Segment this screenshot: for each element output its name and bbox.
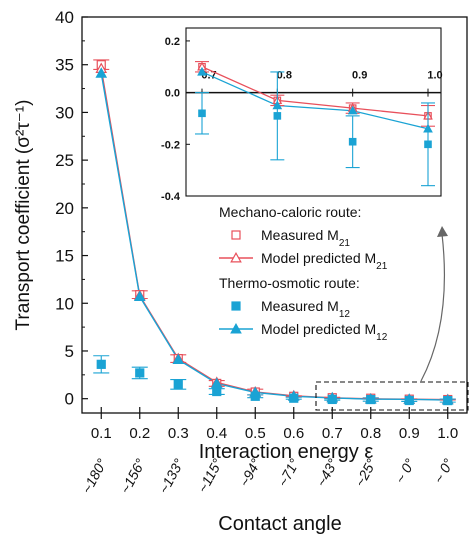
x2-axis-title: Contact angle	[218, 513, 341, 535]
inset-series-line-model-predicted-m21	[201, 66, 429, 117]
x-axis-title: Interaction energy ε	[199, 441, 374, 463]
contact-angle-label: ~133°	[155, 456, 187, 497]
contact-angle-label: ~156°	[117, 456, 149, 497]
y-tick-label: 40	[55, 8, 74, 27]
legend-marker	[230, 322, 242, 334]
point-model-predicted-m12	[172, 353, 185, 365]
x-tick-label: 0.6	[283, 425, 304, 442]
legend-entry-subscript: 12	[376, 332, 388, 343]
legend-entry-subscript: 21	[339, 238, 351, 249]
point-model-predicted-m12	[133, 290, 146, 302]
y-tick-label: 0	[65, 390, 74, 409]
y-tick-label: 25	[55, 151, 74, 170]
x-tick-label: 0.3	[168, 425, 189, 442]
inset-x-tick-label: 0.9	[352, 70, 367, 82]
inset-point-model-predicted-m12	[423, 123, 433, 133]
x-tick-label: 0.8	[360, 425, 381, 442]
y-tick-label: 15	[55, 247, 74, 266]
inset-point-model-predicted-m12	[347, 105, 358, 115]
point-measured-m12	[135, 368, 145, 378]
inset-point-measured-m12	[348, 137, 357, 146]
zoom-arrow-head	[437, 226, 448, 237]
legend: Mechano-caloric route:Measured M21Model …	[219, 204, 388, 343]
legend-marker	[231, 230, 241, 240]
point-model-predicted-m12	[210, 377, 223, 388]
y-tick-label: 20	[55, 199, 74, 218]
point-model-predicted-m12	[403, 393, 416, 404]
inset-point-measured-m12	[424, 140, 432, 149]
point-model-predicted-m12	[287, 390, 300, 401]
inset-x-tick-label: 0.8	[277, 70, 292, 82]
x-tick-label: 0.2	[129, 425, 150, 442]
contact-angle-label: ~ 0°	[392, 456, 418, 486]
point-measured-m12	[173, 379, 183, 389]
inset-y-tick-label: -0.2	[161, 139, 180, 151]
zoom-region-box	[315, 381, 469, 411]
point-model-predicted-m12	[95, 67, 108, 78]
legend-entry-label: Measured M12	[261, 298, 350, 320]
legend-marker	[231, 301, 241, 311]
annotations	[315, 226, 469, 411]
x-tick-label: 1.0	[437, 425, 458, 442]
x-tick-label: 0.9	[399, 425, 420, 442]
contact-angle-label: ~180°	[78, 456, 110, 497]
legend-entry-subscript: 12	[339, 309, 351, 320]
legend-entry-label: Measured M21	[261, 227, 350, 249]
legend-entry-label: Model predicted M12	[261, 321, 388, 343]
y-tick-label: 10	[55, 294, 74, 313]
legend-entry-subscript: 21	[376, 261, 388, 272]
inset-x-tick-label: 1.0	[427, 70, 442, 82]
x-tick-label: 0.1	[91, 425, 112, 442]
plot-frame	[81, 16, 468, 414]
inset-y-tick-label: 0.0	[165, 88, 180, 100]
inset-y-tick-label: 0.2	[165, 36, 180, 48]
legend-group-title: Mechano-caloric route:	[219, 204, 361, 220]
inset-point-measured-m12	[198, 109, 206, 118]
point-model-predicted-m12	[326, 391, 339, 403]
y-tick-label: 5	[65, 342, 74, 361]
inset-y-tick-label: -0.4	[161, 191, 181, 203]
x-tick-label: 0.5	[245, 425, 266, 442]
contact-angle-label: ~ 0°	[430, 456, 456, 486]
legend-marker	[230, 251, 242, 263]
legend-entry-label: Model predicted M21	[261, 250, 388, 272]
point-measured-m12	[96, 359, 106, 369]
axis-labels: Transport coefficient (σ²τ⁻¹) Interaction…	[13, 100, 373, 535]
point-model-predicted-m12	[249, 386, 262, 397]
series-line-model-predicted-m12	[100, 73, 448, 401]
point-model-predicted-m12	[441, 393, 454, 405]
legend-group-title: Thermo-osmotic route:	[219, 275, 360, 291]
point-model-predicted-m12	[364, 393, 377, 404]
y-tick-label: 35	[55, 56, 74, 75]
y-axis-title: Transport coefficient (σ²τ⁻¹)	[13, 100, 34, 331]
inset-point-model-predicted-m12	[272, 100, 283, 110]
y-tick-label: 30	[55, 103, 74, 122]
point-measured-m12	[212, 386, 222, 397]
inset-frame	[185, 27, 442, 197]
inset-point-model-predicted-m12	[197, 66, 207, 76]
inset-plot: 0.20.0-0.2-0.40.7 0.8 0.9 1.0	[161, 27, 443, 203]
x-tick-label: 0.7	[322, 425, 343, 442]
inset-series-line-model-predicted-m12	[201, 71, 429, 130]
zoom-arrow	[420, 233, 446, 382]
x-tick-label: 0.4	[206, 425, 227, 442]
inset-point-measured-m12	[273, 112, 282, 120]
